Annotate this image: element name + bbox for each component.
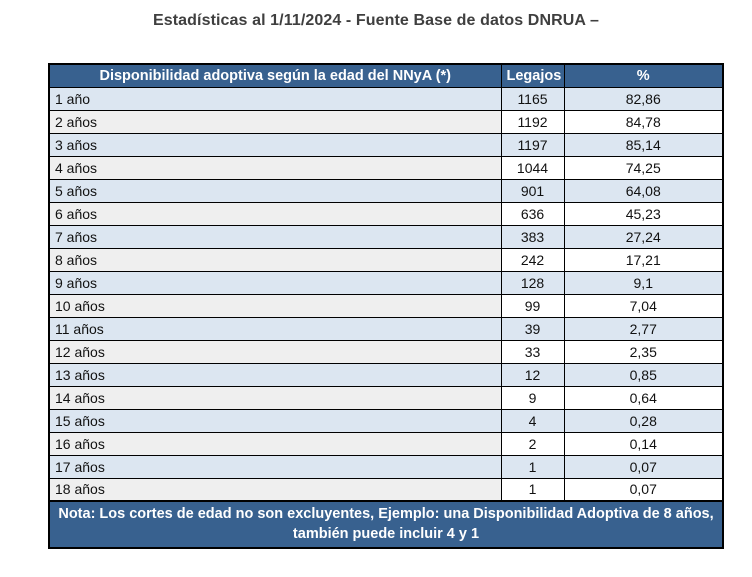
age-cell: 2 años [48,109,502,134]
percent-cell: 7,04 [563,293,724,318]
note-row: Nota: Los cortes de edad no son excluyen… [48,499,724,549]
table-row: 14 años 9 0,64 [48,385,724,410]
legajos-cell: 901 [500,178,565,203]
percent-cell: 45,23 [563,201,724,226]
legajos-cell: 128 [500,270,565,295]
table-row: 10 años 99 7,04 [48,293,724,318]
percent-cell: 74,25 [563,155,724,180]
percent-cell: 0,07 [563,454,724,479]
table-row: 15 años 4 0,28 [48,408,724,433]
age-cell: 16 años [48,431,502,456]
legajos-cell: 1197 [500,132,565,157]
legajos-cell: 636 [500,201,565,226]
age-cell: 11 años [48,316,502,341]
page-title: Estadísticas al 1/11/2024 - Fuente Base … [152,12,600,29]
legajos-cell: 12 [500,362,565,387]
legajos-cell: 1044 [500,155,565,180]
percent-cell: 9,1 [563,270,724,295]
table-row: 9 años 128 9,1 [48,270,724,295]
legajos-cell: 383 [500,224,565,249]
percent-cell: 0,64 [563,385,724,410]
legajos-cell: 4 [500,408,565,433]
age-cell: 18 años [48,477,502,502]
age-cell: 14 años [48,385,502,410]
percent-cell: 0,85 [563,362,724,387]
legajos-cell: 1165 [500,86,565,111]
age-cell: 8 años [48,247,502,272]
table-row: 3 años 1197 85,14 [48,132,724,157]
stats-table-container: Disponibilidad adoptiva según la edad de… [48,63,724,550]
legajos-cell: 2 [500,431,565,456]
table-row: 12 años 33 2,35 [48,339,724,364]
age-cell: 10 años [48,293,502,318]
age-cell: 12 años [48,339,502,364]
age-cell: 9 años [48,270,502,295]
age-cell: 5 años [48,178,502,203]
percent-cell: 0,28 [563,408,724,433]
table-row: 16 años 2 0,14 [48,431,724,456]
percent-cell: 27,24 [563,224,724,249]
table-row: 13 años 12 0,85 [48,362,724,387]
header-cell-percent: % [563,63,724,88]
age-cell: 17 años [48,454,502,479]
legajos-cell: 99 [500,293,565,318]
table-row: 7 años 383 27,24 [48,224,724,249]
percent-cell: 82,86 [563,86,724,111]
percent-cell: 2,35 [563,339,724,364]
age-cell: 3 años [48,132,502,157]
percent-cell: 2,77 [563,316,724,341]
table-row: 5 años 901 64,08 [48,178,724,203]
table-row: 17 años 1 0,07 [48,454,724,479]
table-row: 8 años 242 17,21 [48,247,724,272]
legajos-cell: 33 [500,339,565,364]
age-cell: 15 años [48,408,502,433]
age-cell: 13 años [48,362,502,387]
table-header: Disponibilidad adoptiva según la edad de… [48,63,724,88]
table-body: 1 año 1165 82,86 2 años 1192 84,78 3 años 1197 8… [48,86,724,502]
header-cell-edad: Disponibilidad adoptiva según la edad de… [48,63,502,88]
header-row: Disponibilidad adoptiva según la edad de… [48,63,724,88]
legajos-cell: 39 [500,316,565,341]
table-row: 18 años 1 0,07 [48,477,724,502]
stats-table: Disponibilidad adoptiva según la edad de… [48,63,724,550]
legajos-cell: 1 [500,477,565,502]
age-cell: 6 años [48,201,502,226]
legajos-cell: 1 [500,454,565,479]
legajos-cell: 1192 [500,109,565,134]
legajos-cell: 242 [500,247,565,272]
header-cell-legajos: Legajos [500,63,565,88]
legajos-cell: 9 [500,385,565,410]
age-cell: 1 año [48,86,502,111]
percent-cell: 85,14 [563,132,724,157]
percent-cell: 17,21 [563,247,724,272]
percent-cell: 0,07 [563,477,724,502]
age-cell: 4 años [48,155,502,180]
table-row: 11 años 39 2,77 [48,316,724,341]
table-row: 6 años 636 45,23 [48,201,724,226]
percent-cell: 0,14 [563,431,724,456]
table-footer: Nota: Los cortes de edad no son excluyen… [48,499,724,549]
table-row: 2 años 1192 84,78 [48,109,724,134]
percent-cell: 84,78 [563,109,724,134]
table-row: 4 años 1044 74,25 [48,155,724,180]
note-text: Nota: Los cortes de edad no son excluyen… [48,499,724,549]
table-row: 1 año 1165 82,86 [48,86,724,111]
percent-cell: 64,08 [563,178,724,203]
age-cell: 7 años [48,224,502,249]
